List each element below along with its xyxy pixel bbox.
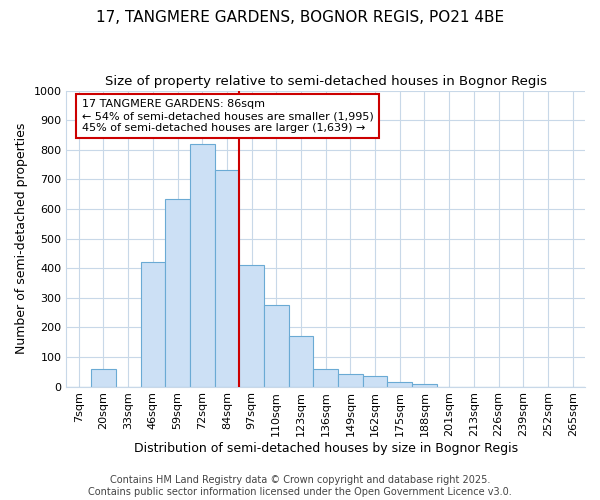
Bar: [388, 382, 412, 386]
Bar: [412, 384, 437, 386]
Text: 17, TANGMERE GARDENS, BOGNOR REGIS, PO21 4BE: 17, TANGMERE GARDENS, BOGNOR REGIS, PO21…: [96, 10, 504, 25]
Bar: [264, 305, 289, 386]
Y-axis label: Number of semi-detached properties: Number of semi-detached properties: [15, 123, 28, 354]
Bar: [239, 265, 264, 386]
Bar: [190, 144, 215, 386]
Bar: [363, 376, 388, 386]
Bar: [289, 336, 313, 386]
Bar: [313, 369, 338, 386]
Title: Size of property relative to semi-detached houses in Bognor Regis: Size of property relative to semi-detach…: [105, 75, 547, 88]
Text: Contains HM Land Registry data © Crown copyright and database right 2025.
Contai: Contains HM Land Registry data © Crown c…: [88, 476, 512, 497]
Bar: [215, 170, 239, 386]
Text: 17 TANGMERE GARDENS: 86sqm
← 54% of semi-detached houses are smaller (1,995)
45%: 17 TANGMERE GARDENS: 86sqm ← 54% of semi…: [82, 100, 374, 132]
X-axis label: Distribution of semi-detached houses by size in Bognor Regis: Distribution of semi-detached houses by …: [134, 442, 518, 455]
Bar: [140, 262, 165, 386]
Bar: [338, 374, 363, 386]
Bar: [91, 369, 116, 386]
Bar: [165, 198, 190, 386]
